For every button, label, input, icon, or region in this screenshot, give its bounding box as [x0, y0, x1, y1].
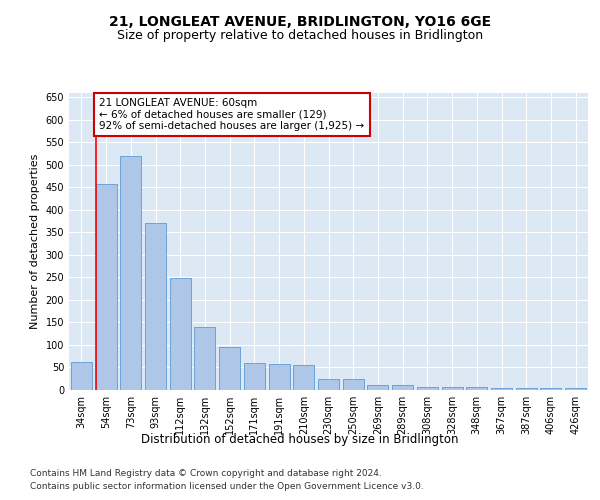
Bar [491, 388, 512, 390]
Bar [194, 327, 215, 390]
Bar [71, 362, 92, 390]
Text: Contains public sector information licensed under the Open Government Licence v3: Contains public sector information licen… [30, 482, 424, 491]
Bar [95, 184, 116, 390]
Bar [170, 278, 191, 390]
Text: Contains HM Land Registry data © Crown copyright and database right 2024.: Contains HM Land Registry data © Crown c… [30, 469, 382, 478]
Bar [343, 379, 364, 390]
Text: Distribution of detached houses by size in Bridlington: Distribution of detached houses by size … [141, 432, 459, 446]
Bar [244, 363, 265, 390]
Bar [392, 384, 413, 390]
Bar [541, 388, 562, 390]
Text: Size of property relative to detached houses in Bridlington: Size of property relative to detached ho… [117, 28, 483, 42]
Bar [417, 387, 438, 390]
Bar [442, 387, 463, 390]
Bar [269, 364, 290, 390]
Bar [367, 386, 388, 390]
Bar [293, 365, 314, 390]
Y-axis label: Number of detached properties: Number of detached properties [30, 154, 40, 329]
Bar [565, 388, 586, 390]
Text: 21, LONGLEAT AVENUE, BRIDLINGTON, YO16 6GE: 21, LONGLEAT AVENUE, BRIDLINGTON, YO16 6… [109, 15, 491, 29]
Bar [219, 347, 240, 390]
Bar [466, 388, 487, 390]
Bar [516, 388, 537, 390]
Bar [120, 156, 141, 390]
Bar [145, 223, 166, 390]
Text: 21 LONGLEAT AVENUE: 60sqm
← 6% of detached houses are smaller (129)
92% of semi-: 21 LONGLEAT AVENUE: 60sqm ← 6% of detach… [99, 98, 364, 131]
Bar [318, 378, 339, 390]
